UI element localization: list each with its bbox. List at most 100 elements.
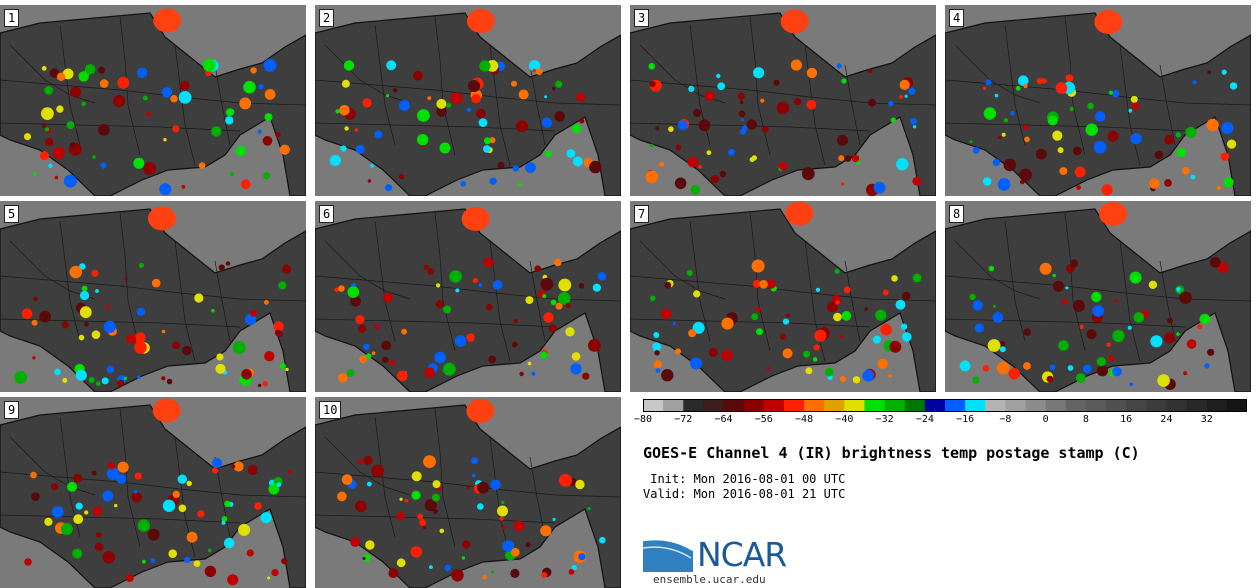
cloud-top — [472, 277, 478, 284]
cloud-top — [525, 296, 534, 305]
cloud-top — [218, 264, 225, 271]
cloud-top — [497, 505, 508, 517]
cloud-top — [137, 67, 148, 78]
colorbar-tick-label: 0 — [1042, 414, 1049, 425]
cloud-top — [1221, 69, 1227, 75]
cloud-top — [1179, 291, 1192, 305]
land-mass — [315, 12, 621, 196]
cloud-top — [163, 138, 167, 142]
cloud-top — [721, 349, 733, 362]
cloud-top — [1130, 133, 1142, 145]
cloud-top — [81, 101, 87, 107]
cloud-top — [693, 290, 701, 298]
cloud-top — [570, 363, 582, 375]
cloud-top — [211, 309, 215, 313]
cloud-top — [41, 107, 54, 120]
cloud-top — [868, 98, 876, 107]
cloud-top — [153, 8, 182, 33]
colorbar-swatch — [703, 399, 725, 412]
cloud-top — [488, 355, 497, 364]
cloud-top — [552, 517, 556, 521]
cloud-top — [756, 328, 763, 336]
cloud-top — [483, 145, 491, 153]
cloud-top — [178, 91, 192, 104]
cloud-top — [760, 98, 765, 103]
cloud-top — [466, 107, 472, 113]
cloud-top — [62, 377, 68, 383]
cloud-top — [690, 357, 703, 370]
cloud-top — [102, 490, 114, 502]
cloud-top — [221, 520, 226, 525]
cloud-top — [1128, 108, 1133, 113]
cloud-top — [137, 375, 141, 379]
cloud-top — [24, 133, 31, 141]
cloud-top — [166, 378, 173, 385]
cloud-top — [450, 92, 463, 105]
cloud-top — [170, 95, 178, 103]
cloud-top — [1101, 184, 1113, 196]
cloud-top — [510, 547, 520, 557]
state-boundary — [324, 240, 411, 300]
cloud-top — [147, 528, 160, 541]
state-boundary — [529, 260, 546, 342]
cloud-top — [427, 96, 432, 100]
temperature-colorbar — [643, 399, 1247, 412]
cloud-top — [664, 281, 672, 289]
state-boundary — [0, 122, 241, 132]
cloud-top — [527, 361, 532, 366]
cloud-top — [1131, 102, 1139, 111]
cloud-top — [513, 318, 518, 323]
cloud-top — [225, 116, 234, 125]
cloud-top — [492, 280, 503, 290]
cloud-top — [285, 367, 289, 372]
colorbar-swatch — [924, 399, 946, 412]
cloud-top — [599, 536, 606, 544]
cloud-top — [1023, 83, 1028, 89]
colorbar-swatch — [1186, 399, 1208, 412]
cloud-top — [91, 330, 101, 339]
cloud-top — [239, 97, 252, 110]
cloud-top — [73, 473, 82, 483]
cloud-top — [355, 144, 365, 154]
cloud-top — [1221, 122, 1234, 134]
cloud-top — [540, 277, 554, 291]
state-boundary — [1159, 260, 1176, 342]
cloud-top — [785, 313, 790, 318]
cloud-top — [335, 109, 340, 114]
cloud-top — [1035, 148, 1047, 160]
cloud-top — [554, 258, 562, 267]
cloud-top — [998, 135, 1002, 140]
cloud-top — [1091, 291, 1102, 303]
cloud-top — [436, 106, 447, 117]
cloud-top — [535, 68, 543, 75]
cloud-top — [532, 68, 537, 73]
cloud-top — [134, 472, 142, 480]
cloud-top — [1065, 74, 1074, 83]
cloud-top — [761, 125, 769, 133]
cloud-top — [557, 292, 571, 305]
cloud-top — [423, 264, 429, 270]
cloud-top — [1019, 168, 1032, 182]
cloud-top — [32, 356, 36, 360]
cloud-top — [221, 516, 228, 522]
cloud-top — [1065, 286, 1069, 290]
cloud-top — [56, 105, 64, 113]
ensemble-member-panel-9: 9 — [0, 397, 306, 588]
cloud-top — [172, 341, 180, 350]
cloud-top — [366, 481, 372, 487]
cloud-top — [45, 137, 54, 147]
cloud-top — [654, 350, 660, 356]
cloud-top — [982, 177, 992, 186]
cloud-top — [985, 79, 992, 86]
cloud-top — [1003, 118, 1009, 123]
cloud-top — [740, 118, 744, 122]
cloud-top — [54, 368, 61, 376]
cloud-top — [260, 512, 272, 524]
cloud-top — [571, 352, 581, 361]
cloud-top — [44, 86, 53, 95]
panel-label: 8 — [949, 205, 965, 223]
cloud-top — [578, 283, 585, 289]
land-mass — [0, 404, 306, 588]
cloud-top — [972, 300, 983, 311]
cloud-top — [1149, 178, 1160, 189]
